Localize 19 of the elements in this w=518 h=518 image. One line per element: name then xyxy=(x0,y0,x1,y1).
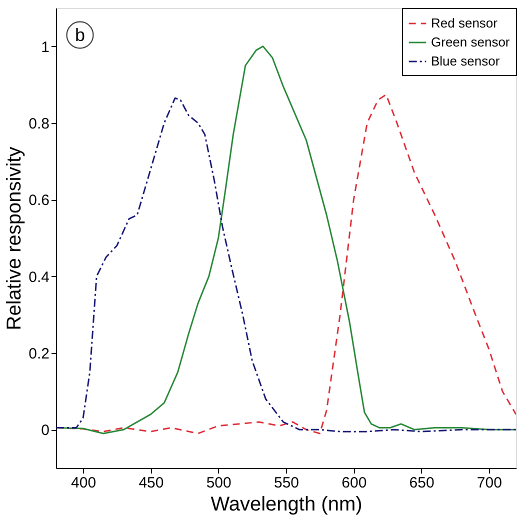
x-tick-label: 500 xyxy=(206,474,232,492)
y-tick-label: 0 xyxy=(41,422,50,440)
x-tick-label: 450 xyxy=(138,474,164,492)
x-tick-label: 700 xyxy=(476,474,502,492)
y-tick-label: 0.2 xyxy=(28,346,50,362)
y-tick-label: 0.8 xyxy=(28,116,50,132)
y-tick-label: 1 xyxy=(41,38,50,56)
x-tick-label: 550 xyxy=(274,474,300,492)
legend-label: Red sensor xyxy=(431,16,498,30)
legend-label: Blue sensor xyxy=(431,54,500,68)
x-tick-label: 400 xyxy=(71,474,96,492)
legend-label: Green sensor xyxy=(431,34,510,50)
x-axis-title: Wavelength (nm) xyxy=(210,494,362,516)
y-axis-title: Relative responsivity xyxy=(4,146,26,330)
x-tick-label: 650 xyxy=(409,474,434,492)
x-tick-label: 600 xyxy=(342,474,367,492)
annotation: b xyxy=(74,25,86,45)
y-tick-label: 0.6 xyxy=(28,192,50,210)
y-tick-label: 0.4 xyxy=(28,268,50,286)
